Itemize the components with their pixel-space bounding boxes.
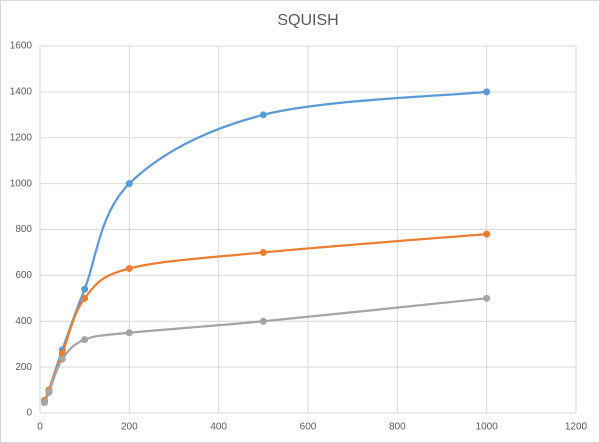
point: [259, 317, 267, 325]
y-tick-label: 600: [15, 270, 32, 281]
y-tick-label: 1000: [10, 178, 33, 189]
point: [40, 399, 48, 407]
point: [81, 285, 89, 293]
y-tick-label: 200: [15, 362, 32, 373]
y-tick-label: 1600: [10, 41, 33, 52]
point: [81, 294, 89, 302]
chart-title: SQUISH: [277, 12, 338, 29]
point: [45, 388, 53, 396]
point: [125, 264, 133, 272]
x-tick-label: 600: [300, 422, 317, 433]
point: [259, 111, 267, 119]
point: [483, 88, 491, 96]
point: [58, 355, 66, 363]
x-tick-label: 400: [210, 422, 227, 433]
y-tick-label: 1400: [10, 87, 33, 98]
x-tick-label: 800: [389, 422, 406, 433]
x-tick-label: 200: [121, 422, 138, 433]
y-tick-label: 800: [15, 224, 32, 235]
point: [483, 230, 491, 238]
point: [125, 180, 133, 188]
point: [81, 336, 89, 344]
y-tick-label: 0: [26, 408, 32, 419]
y-tick-label: 400: [15, 316, 32, 327]
point: [483, 294, 491, 302]
point: [125, 329, 133, 337]
x-tick-label: 1000: [476, 422, 499, 433]
x-tick-label: 0: [37, 422, 43, 433]
x-tick-label: 1200: [565, 422, 588, 433]
y-tick-label: 1200: [10, 132, 33, 143]
point: [259, 248, 267, 256]
